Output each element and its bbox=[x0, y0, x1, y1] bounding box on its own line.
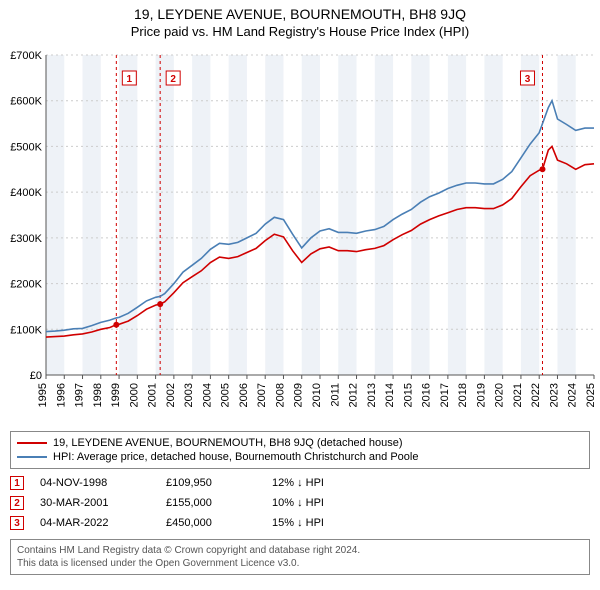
footer-line-1: Contains HM Land Registry data © Crown c… bbox=[17, 544, 583, 557]
svg-text:2000: 2000 bbox=[128, 383, 140, 407]
svg-text:£100K: £100K bbox=[10, 324, 42, 336]
svg-text:2007: 2007 bbox=[256, 383, 268, 407]
svg-text:2016: 2016 bbox=[421, 383, 433, 407]
svg-text:£600K: £600K bbox=[10, 96, 42, 108]
svg-text:2008: 2008 bbox=[274, 383, 286, 407]
svg-text:1997: 1997 bbox=[74, 383, 86, 407]
event-date: 04-MAR-2022 bbox=[40, 517, 150, 529]
event-date: 04-NOV-1998 bbox=[40, 477, 150, 489]
event-date: 30-MAR-2001 bbox=[40, 497, 150, 509]
events-list: 1 04-NOV-1998 £109,950 12% ↓ HPI 2 30-MAR-200… bbox=[10, 473, 590, 533]
event-marker: 2 bbox=[10, 496, 24, 510]
line-chart-svg: £0 £100K £200K £300K £400K £500K £600K £700K 199… bbox=[0, 45, 600, 425]
svg-text:2017: 2017 bbox=[439, 383, 451, 407]
svg-text:3: 3 bbox=[525, 74, 531, 85]
svg-text:2009: 2009 bbox=[293, 383, 305, 407]
svg-text:1996: 1996 bbox=[55, 383, 67, 407]
svg-text:2021: 2021 bbox=[512, 383, 524, 407]
svg-text:1995: 1995 bbox=[37, 383, 49, 407]
legend: 19, LEYDENE AVENUE, BOURNEMOUTH, BH8 9JQ… bbox=[10, 431, 590, 469]
svg-text:2025: 2025 bbox=[585, 383, 597, 407]
svg-text:2018: 2018 bbox=[457, 383, 469, 407]
event-row: 2 30-MAR-2001 £155,000 10% ↓ HPI bbox=[10, 493, 590, 513]
svg-text:£700K: £700K bbox=[10, 50, 42, 62]
svg-text:2004: 2004 bbox=[201, 383, 213, 407]
svg-text:2011: 2011 bbox=[329, 383, 341, 407]
svg-text:2002: 2002 bbox=[165, 383, 177, 407]
event-pct-vs-hpi: 12% ↓ HPI bbox=[272, 477, 362, 489]
legend-swatch bbox=[17, 456, 47, 458]
svg-text:2003: 2003 bbox=[183, 383, 195, 407]
svg-text:£200K: £200K bbox=[10, 279, 42, 291]
svg-text:2022: 2022 bbox=[530, 383, 542, 407]
event-price: £450,000 bbox=[166, 517, 256, 529]
svg-text:2010: 2010 bbox=[311, 383, 323, 407]
event-pct-vs-hpi: 10% ↓ HPI bbox=[272, 497, 362, 509]
page-title: 19, LEYDENE AVENUE, BOURNEMOUTH, BH8 9JQ bbox=[0, 6, 600, 22]
svg-text:2: 2 bbox=[170, 74, 176, 85]
event-marker: 3 bbox=[10, 516, 24, 530]
chart-area: £0 £100K £200K £300K £400K £500K £600K £700K 199… bbox=[0, 45, 600, 425]
svg-text:2006: 2006 bbox=[238, 383, 250, 407]
svg-text:2023: 2023 bbox=[548, 383, 560, 407]
svg-text:2020: 2020 bbox=[494, 383, 506, 407]
event-price: £155,000 bbox=[166, 497, 256, 509]
svg-text:2015: 2015 bbox=[402, 383, 414, 407]
svg-text:2024: 2024 bbox=[567, 383, 579, 407]
footer-line-2: This data is licensed under the Open Gov… bbox=[17, 557, 583, 570]
svg-text:2001: 2001 bbox=[147, 383, 159, 407]
legend-row: 19, LEYDENE AVENUE, BOURNEMOUTH, BH8 9JQ… bbox=[17, 436, 583, 450]
svg-text:2012: 2012 bbox=[348, 383, 360, 407]
page-subtitle: Price paid vs. HM Land Registry's House … bbox=[0, 24, 600, 39]
svg-text:£400K: £400K bbox=[10, 187, 42, 199]
event-pct-vs-hpi: 15% ↓ HPI bbox=[272, 517, 362, 529]
license-footer: Contains HM Land Registry data © Crown c… bbox=[10, 539, 590, 575]
event-price: £109,950 bbox=[166, 477, 256, 489]
legend-swatch bbox=[17, 442, 47, 444]
svg-text:£0: £0 bbox=[30, 370, 42, 382]
svg-text:2013: 2013 bbox=[366, 383, 378, 407]
title-block: 19, LEYDENE AVENUE, BOURNEMOUTH, BH8 9JQ… bbox=[0, 0, 600, 39]
svg-text:2019: 2019 bbox=[475, 383, 487, 407]
svg-text:1999: 1999 bbox=[110, 383, 122, 407]
svg-text:1998: 1998 bbox=[92, 383, 104, 407]
svg-text:£300K: £300K bbox=[10, 233, 42, 245]
legend-row: HPI: Average price, detached house, Bour… bbox=[17, 450, 583, 464]
svg-text:1: 1 bbox=[127, 74, 133, 85]
svg-text:2005: 2005 bbox=[220, 383, 232, 407]
legend-label: 19, LEYDENE AVENUE, BOURNEMOUTH, BH8 9JQ… bbox=[53, 437, 402, 449]
svg-text:£500K: £500K bbox=[10, 141, 42, 153]
svg-text:2014: 2014 bbox=[384, 383, 396, 407]
legend-label: HPI: Average price, detached house, Bour… bbox=[53, 451, 418, 463]
event-marker: 1 bbox=[10, 476, 24, 490]
event-row: 3 04-MAR-2022 £450,000 15% ↓ HPI bbox=[10, 513, 590, 533]
event-row: 1 04-NOV-1998 £109,950 12% ↓ HPI bbox=[10, 473, 590, 493]
